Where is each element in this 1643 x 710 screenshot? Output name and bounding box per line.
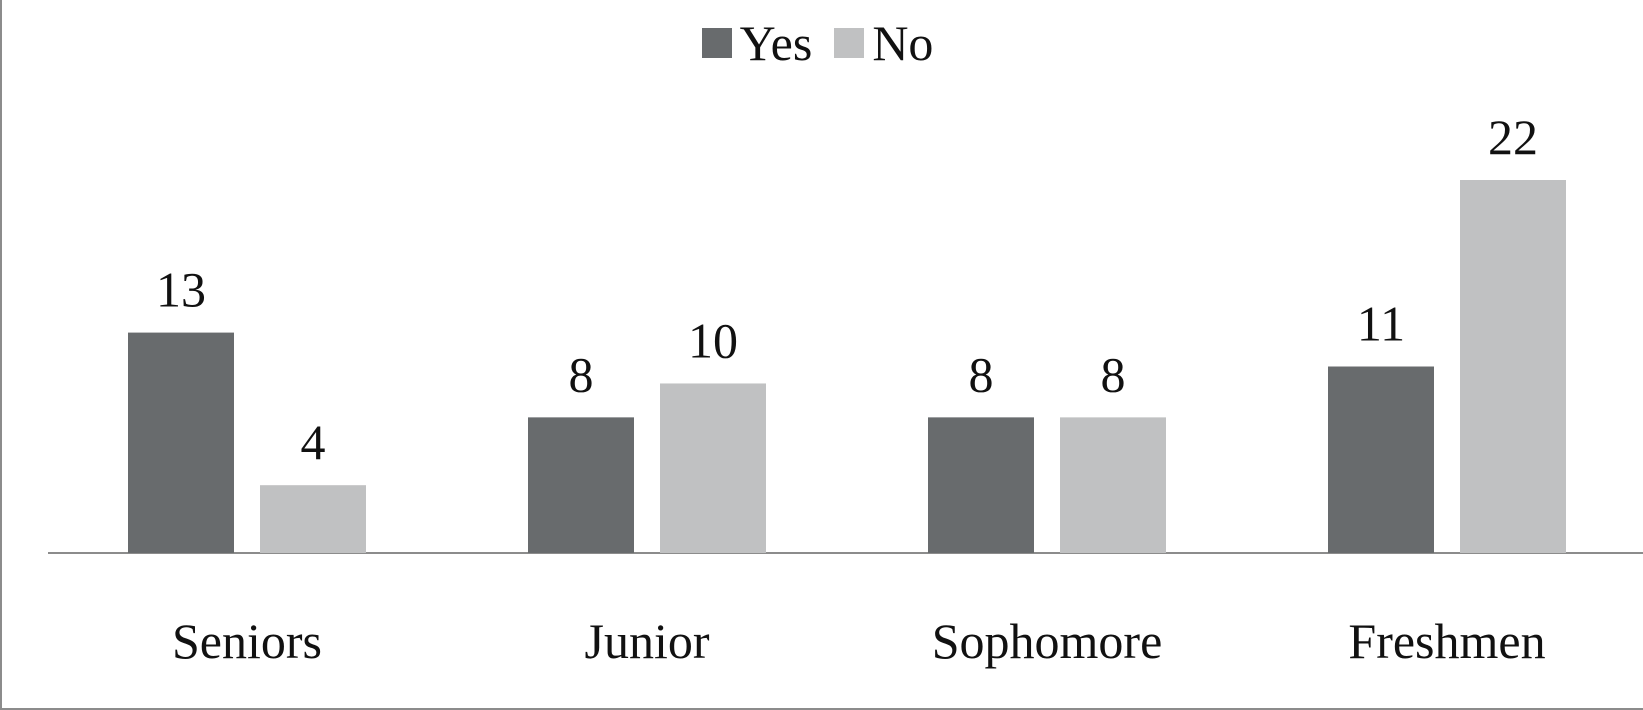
legend-swatch-no [834,28,865,58]
data-label-yes-freshmen: 11 [1357,296,1405,352]
data-label-yes-sophomore: 8 [969,346,994,402]
data-label-yes-seniors: 13 [156,262,206,318]
x-tick-label-freshmen: Freshmen [1348,613,1545,669]
bar-no-sophomore [1060,417,1166,553]
bar-no-freshmen [1460,180,1566,553]
data-label-no-junior: 10 [688,312,738,368]
data-label-yes-junior: 8 [569,346,594,402]
bar-no-seniors [260,485,366,553]
bar-yes-junior [528,417,634,553]
x-tick-label-sophomore: Sophomore [932,613,1163,669]
bar-yes-seniors [128,332,234,553]
data-label-no-freshmen: 22 [1488,109,1538,165]
legend-label-no: No [872,15,934,71]
bar-yes-sophomore [928,417,1034,553]
x-tick-label-seniors: Seniors [172,613,322,669]
data-label-no-sophomore: 8 [1101,346,1126,402]
bar-yes-freshmen [1328,366,1434,553]
legend: Yes No [2,14,1643,72]
legend-label-yes: Yes [739,15,813,71]
data-label-no-seniors: 4 [301,414,326,470]
legend-item-no: No [834,14,933,72]
legend-swatch-yes [701,28,732,58]
legend-item-yes: Yes [701,14,813,72]
x-tick-label-junior: Junior [585,613,710,669]
bar-no-junior [660,383,766,553]
